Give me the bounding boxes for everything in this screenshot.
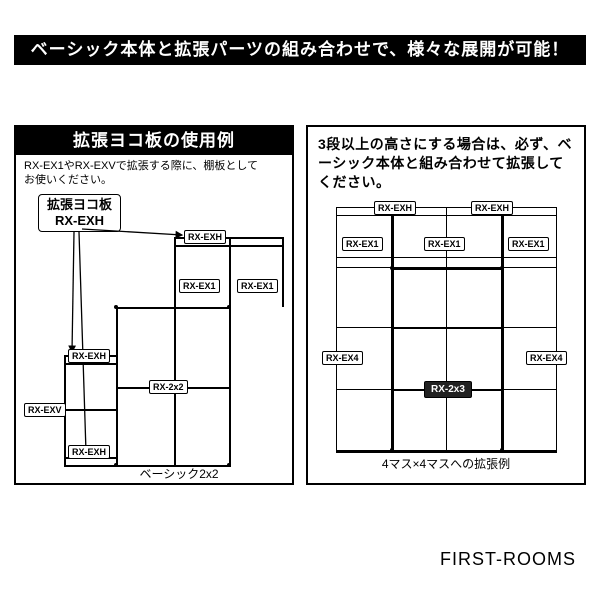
tag-rx-2x2: RX-2x2	[149, 380, 188, 394]
tag-r-ex4-r: RX-EX4	[526, 351, 567, 365]
left-panel: 拡張ヨコ板の使用例 RX-EX1やRX-EXVで拡張する際に、棚板として お使い…	[14, 125, 294, 485]
right-panel: 3段以上の高さにする場合は、必ず、ベーシック本体と組み合わせて拡張してください。…	[306, 125, 586, 485]
left-desc-line1: RX-EX1やRX-EXVで拡張する際に、棚板として	[24, 160, 258, 172]
tag-rx-exh-top: RX-EXH	[184, 230, 226, 244]
tag-rx-ex1-1: RX-EX1	[179, 279, 220, 293]
tag-r-ex1-1: RX-EX1	[342, 237, 383, 251]
brand-footer: FIRST-ROOMS	[440, 549, 576, 570]
top-banner: ベーシック本体と拡張パーツの組み合わせで、様々な展開が可能！	[14, 35, 586, 65]
tag-r-exh-1: RX-EXH	[374, 201, 416, 215]
tag-rx-exh-mid: RX-EXH	[68, 349, 110, 363]
right-caption: 4マス×4マスへの拡張例	[366, 455, 526, 472]
left-caption: ベーシック2x2	[124, 465, 234, 482]
right-diagram: RX-EXH RX-EXH RX-EX1 RX-EX1 RX-EX1 RX-EX…	[316, 197, 576, 472]
arrow-lines	[24, 227, 284, 472]
right-warning-text: 3段以上の高さにする場合は、必ず、ベーシック本体と組み合わせて拡張してください。	[318, 135, 574, 192]
left-panel-title: 拡張ヨコ板の使用例	[15, 127, 293, 155]
left-panel-desc: RX-EX1やRX-EXVで拡張する際に、棚板として お使いください。	[24, 159, 258, 188]
tag-rx-exv: RX-EXV	[24, 403, 66, 417]
left-label-title: 拡張ヨコ板	[47, 197, 112, 213]
tag-r-ex1-3: RX-EX1	[508, 237, 549, 251]
tag-rx-exh-bot: RX-EXH	[68, 445, 110, 459]
tag-r-2x3: RX-2x3	[424, 381, 472, 398]
left-diagram: RX-EXH RX-EX1 RX-EX1 RX-EXH RX-EXV RX-EX…	[24, 227, 284, 472]
tag-r-ex4-l: RX-EX4	[322, 351, 363, 365]
left-label-code: RX-EXH	[47, 213, 112, 229]
tag-rx-ex1-2: RX-EX1	[237, 279, 278, 293]
tag-r-ex1-2: RX-EX1	[424, 237, 465, 251]
tag-r-exh-2: RX-EXH	[471, 201, 513, 215]
left-desc-line2: お使いください。	[24, 174, 112, 186]
